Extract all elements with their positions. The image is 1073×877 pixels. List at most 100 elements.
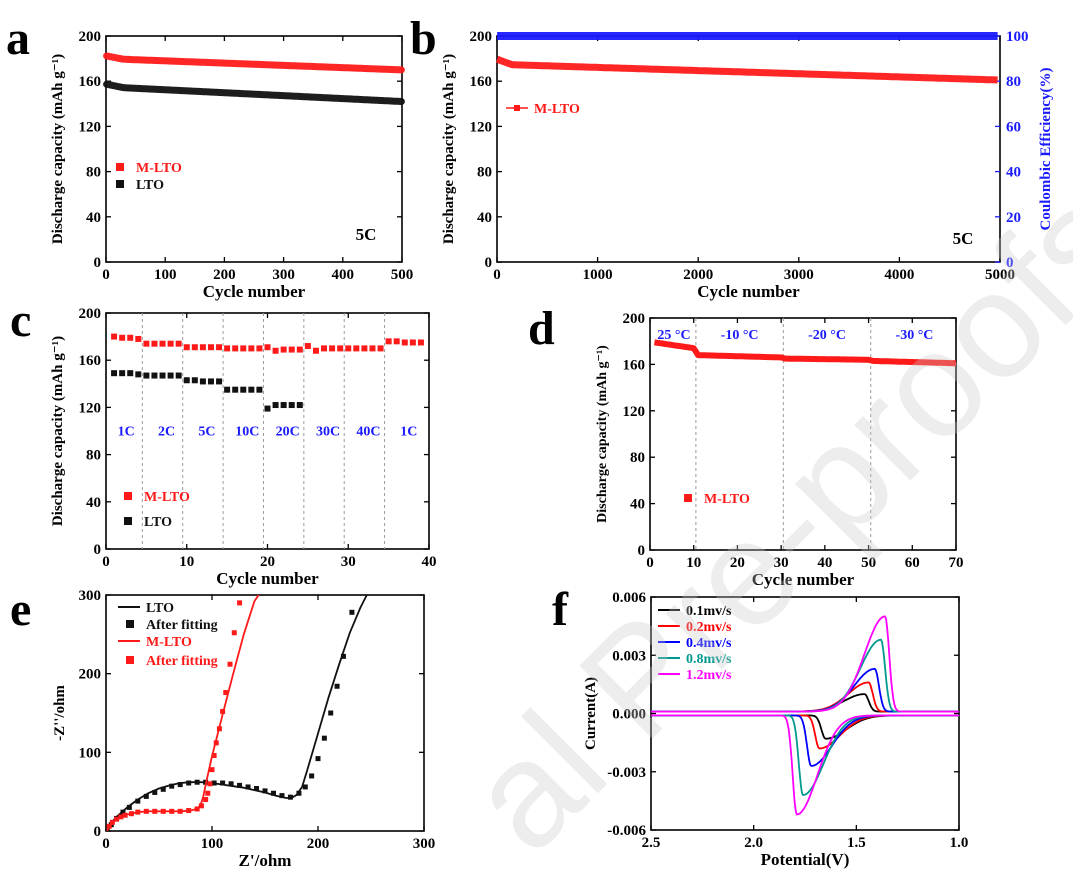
series-after-fitting-lto-point (287, 794, 293, 800)
legend-m-lto-label: M-LTO (534, 102, 580, 117)
series-lto-point (111, 370, 118, 377)
series-after-fitting-m-lto-point (237, 600, 243, 606)
series-after-fitting-lto-point (135, 798, 141, 804)
series-after-fitting-lto-point (194, 779, 200, 785)
series-after-fitting-m-lto-point (220, 708, 226, 714)
legend-m-lto-swatch (116, 163, 124, 171)
temperature-label: -10 °C (721, 328, 759, 343)
x-tick-label: 1.5 (847, 835, 866, 851)
x-axis-label: Potential(V) (761, 850, 850, 869)
series-m-lto-point (264, 344, 271, 351)
series-after-fitting-lto-point (126, 804, 132, 810)
legend-02mvs-label: 0.2mv/s (686, 620, 732, 635)
x-tick-label: 100 (201, 836, 224, 852)
series-lto-point (216, 378, 223, 385)
series-after-fitting-m-lto-point (209, 767, 215, 773)
y-tick-label: 160 (79, 353, 102, 369)
x-tick-label: 0 (646, 555, 654, 571)
y-tick-label: 120 (79, 119, 102, 135)
y-tick-label: 80 (86, 165, 101, 181)
series-lto-point (143, 372, 150, 379)
series-after-fitting-lto-point (186, 780, 192, 786)
y-tick-label: 120 (79, 400, 102, 416)
rate-label: 1C (400, 424, 417, 439)
panel-d: 0 10 20 30 40 50 60 70 0 40 80 120 160 200 Cycle numbe… (595, 311, 964, 589)
series-lto-point (183, 377, 190, 384)
x-tick-label: 40 (817, 555, 832, 571)
x-tick-label: 2000 (683, 267, 713, 283)
y-tick-label: 80 (86, 448, 101, 464)
series-after-fitting-m-lto-point (128, 811, 134, 817)
y-tick-label: 100 (79, 745, 102, 761)
series-after-fitting-m-lto-point (216, 726, 222, 732)
series-m-lto-point (191, 344, 198, 351)
series-lto-point (199, 378, 206, 385)
plot-frame (649, 317, 957, 551)
x-tick-label: 1000 (583, 267, 613, 283)
series-m-lto-point (417, 339, 424, 346)
legend-m-lto-swatch-marker (514, 105, 520, 111)
y-axis-label: Current(A) (583, 677, 599, 750)
series-m-lto-band (653, 339, 957, 367)
x-tick-label: 0 (102, 554, 110, 570)
series-after-fitting-m-lto-point (152, 808, 158, 814)
series-m-lto-point (167, 340, 174, 347)
y-tick-label: 120 (470, 119, 493, 135)
x-tick-label: 20 (260, 554, 275, 570)
x-tick-label: 10 (179, 554, 194, 570)
y-tick-label: 40 (630, 497, 645, 513)
series-after-fitting-m-lto-point (122, 812, 128, 818)
series-m-lto-point (199, 344, 206, 351)
series-lto-point (159, 372, 166, 379)
y-tick-label: 200 (623, 311, 646, 327)
series-lto-point (248, 386, 255, 393)
x-axis-label: Cycle number (752, 570, 855, 589)
series-m-lto-point (393, 338, 400, 345)
x-tick-label: 2.0 (744, 835, 763, 851)
series-lto-point (256, 386, 263, 393)
y-tick-label: 160 (79, 74, 102, 90)
series-m-lto-point (361, 345, 368, 352)
series-m-lto-point (280, 346, 287, 353)
series-m-lto-point (248, 345, 255, 352)
legend-01mvs-label: 0.1mv/s (686, 604, 732, 619)
series-m-lto-point (312, 347, 319, 354)
series-m-lto-point (353, 345, 360, 352)
y-tick-label: 0 (94, 255, 102, 271)
series-after-fitting-m-lto-point (213, 740, 219, 746)
x-tick-label: 3000 (784, 267, 814, 283)
y-tick-label: 200 (79, 667, 102, 683)
series-after-fitting-lto-point (160, 786, 166, 792)
legend-m-lto-swatch (684, 494, 692, 502)
panel-b: 0 1000 2000 3000 4000 500004080120160200Cycle… (441, 29, 1054, 301)
legend-lto-swatch (124, 517, 132, 525)
series-m-lto-point (175, 340, 182, 347)
series-m-lto-point (232, 345, 239, 352)
series-after-fitting-m-lto-point (143, 808, 149, 814)
y-tick-label: 120 (623, 404, 646, 420)
series-m-lto-point (329, 345, 336, 352)
series-m-lto-point (135, 335, 142, 342)
panel-a-letter: a (6, 12, 30, 65)
y-right-tick-label: 20 (1006, 210, 1021, 226)
series-m-lto-point (385, 338, 392, 345)
y-axis-label: Discharge capacity (mAh g⁻¹) (595, 345, 610, 523)
legend-04mvs-label: 0.4mv/s (686, 636, 732, 651)
x-axis-label: Cycle number (216, 569, 319, 588)
series-m-lto-point (288, 346, 295, 353)
series-01mvs-anodic (651, 693, 959, 713)
temperature-label: 25 °C (657, 328, 690, 343)
series-lto-point (264, 405, 271, 412)
series-lto-point (175, 372, 182, 379)
series-after-fitting-lto-point (169, 783, 175, 789)
series-lto-point (135, 371, 142, 378)
y-right-tick-label: 40 (1006, 165, 1021, 181)
series-after-fitting-lto-point (349, 609, 355, 615)
series-12mvs-anodic (651, 615, 959, 713)
series-after-fitting-lto-point (340, 653, 346, 659)
series-after-fitting-m-lto-point (106, 823, 112, 829)
panel-c-letter: c (10, 294, 31, 347)
series-after-fitting-m-lto-point (227, 661, 233, 667)
x-tick-label: 30 (774, 555, 789, 571)
